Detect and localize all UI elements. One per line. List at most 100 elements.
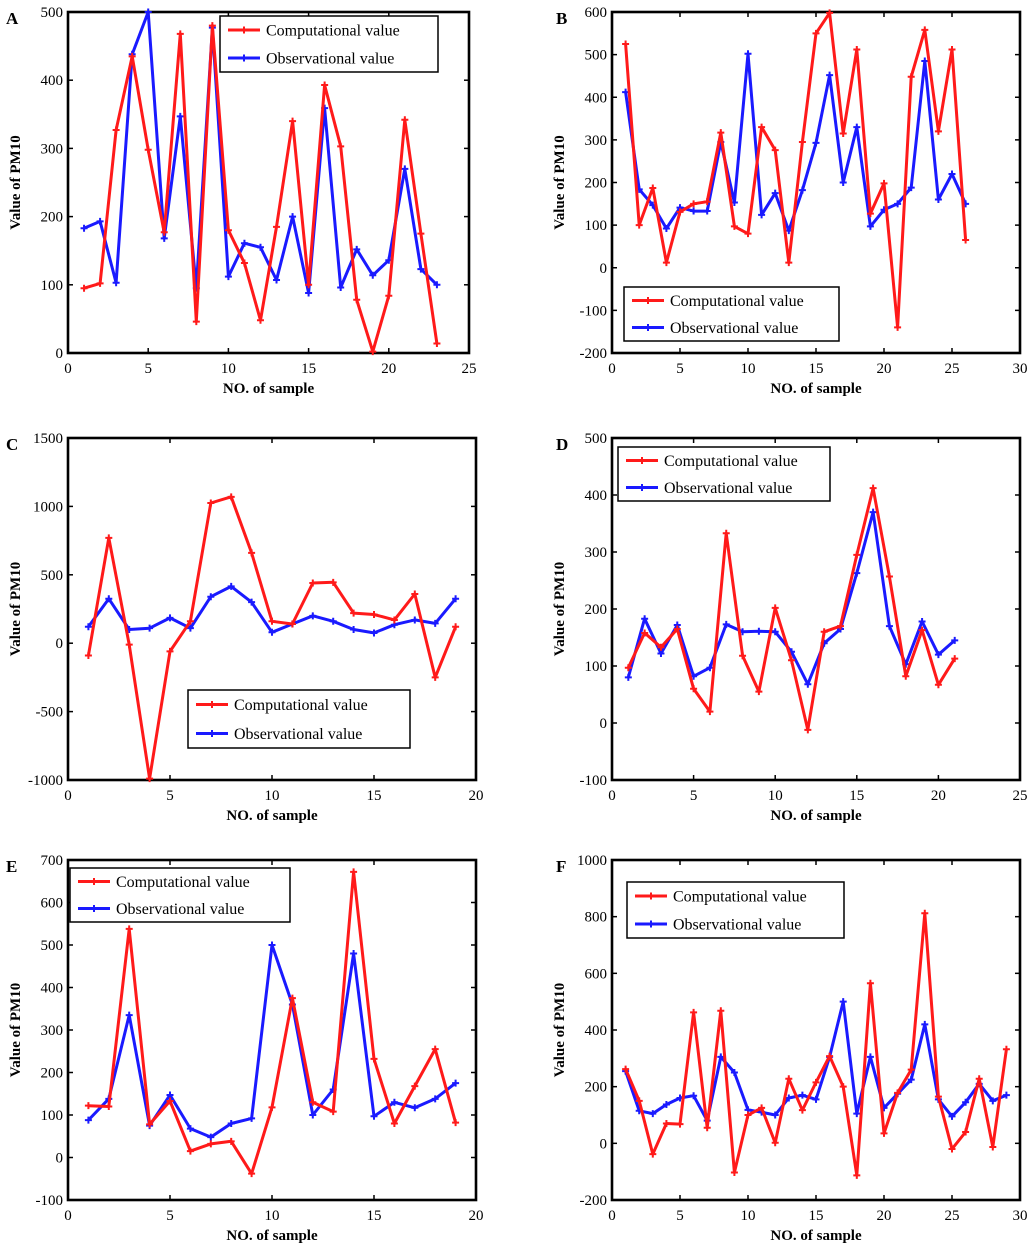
data-point-observational	[390, 1098, 398, 1106]
data-point-computational	[657, 643, 665, 651]
data-point-computational	[635, 221, 643, 229]
x-tick-label: 0	[608, 1208, 616, 1224]
data-point-observational	[798, 1091, 806, 1099]
y-tick-label: 0	[56, 1151, 64, 1167]
legend-label-computational: Computational value	[670, 293, 804, 310]
data-point-computational	[146, 775, 154, 783]
y-tick-label: 100	[41, 278, 64, 294]
data-point-computational	[256, 316, 264, 324]
y-tick-label: 400	[585, 90, 608, 106]
legend-label-computational: Computational value	[266, 23, 400, 40]
data-point-computational	[717, 1007, 725, 1015]
x-tick-label: 25	[1013, 788, 1028, 804]
data-point-computational	[166, 1097, 174, 1105]
data-point-computational	[804, 726, 812, 734]
legend-box	[69, 867, 291, 923]
data-point-computational	[771, 604, 779, 612]
data-point-computational	[921, 909, 929, 917]
data-point-computational	[690, 1008, 698, 1016]
data-point-observational	[921, 1020, 929, 1028]
data-point-computational	[739, 652, 747, 660]
y-axis-label: Value of PM10	[552, 135, 568, 229]
data-point-computational	[869, 484, 877, 492]
legend-marker-computational	[90, 878, 98, 885]
data-point-computational	[208, 22, 216, 30]
panel-letter-e: E	[6, 857, 17, 876]
y-axis-label: Value of PM10	[8, 562, 24, 656]
data-point-computational	[785, 259, 793, 267]
x-tick-label: 5	[676, 1208, 684, 1224]
y-tick-label: 0	[600, 1136, 608, 1152]
data-point-computational	[186, 617, 194, 625]
data-point-computational	[622, 1065, 630, 1073]
data-point-observational	[309, 612, 317, 620]
data-point-computational	[948, 46, 956, 54]
data-point-observational	[948, 1112, 956, 1120]
data-point-observational	[256, 243, 264, 251]
panel-letter-a: A	[6, 9, 19, 28]
chart-panel-a: 0 5 10 15 20 25 0 100 200 300 400 500 NO. of sample V…	[6, 5, 477, 397]
y-tick-label: 1000	[33, 499, 63, 515]
data-point-computational	[144, 146, 152, 154]
x-tick-label: 0	[64, 361, 72, 377]
data-point-computational	[662, 1120, 670, 1127]
data-point-observational	[951, 636, 959, 644]
legend-marker-observational	[90, 905, 98, 912]
y-tick-label: -100	[580, 773, 608, 789]
data-point-computational	[839, 1083, 847, 1091]
data-point-computational	[948, 1145, 956, 1153]
data-point-computational	[722, 529, 730, 537]
data-point-computational	[649, 1150, 657, 1158]
panel-letter-b: B	[556, 9, 567, 28]
x-tick-label: 10	[265, 1208, 280, 1224]
data-point-computational	[390, 616, 398, 624]
data-point-computational	[836, 622, 844, 630]
y-tick-label: 500	[585, 431, 608, 447]
legend-label-computational: Computational value	[673, 889, 807, 906]
data-point-computational	[268, 617, 276, 625]
data-point-computational	[934, 1093, 942, 1101]
x-tick-label: 10	[741, 1208, 756, 1224]
data-point-computational	[649, 184, 657, 192]
data-point-computational	[105, 1103, 113, 1110]
data-point-computational	[1002, 1045, 1010, 1053]
data-point-computational	[676, 1120, 684, 1128]
y-tick-label: 0	[600, 716, 608, 732]
data-point-computational	[703, 1124, 711, 1132]
legend: Computational value Observational value	[626, 881, 845, 939]
x-tick-label: 10	[768, 788, 783, 804]
data-point-computational	[771, 146, 779, 154]
data-point-computational	[309, 579, 317, 587]
data-point-computational	[84, 652, 92, 660]
data-point-observational	[452, 595, 460, 603]
legend-marker-observational	[638, 484, 646, 491]
data-point-observational	[722, 620, 730, 628]
panel-letter-d: D	[556, 435, 568, 454]
data-point-computational	[673, 625, 681, 633]
data-point-computational	[160, 228, 168, 236]
data-point-observational	[948, 170, 956, 178]
legend-label-computational: Computational value	[664, 453, 798, 470]
data-point-computational	[785, 1075, 793, 1083]
data-point-observational	[144, 8, 152, 16]
x-axis-label: NO. of sample	[226, 1228, 318, 1244]
data-point-observational	[662, 225, 670, 233]
x-axis-label: NO. of sample	[770, 381, 862, 397]
y-axis-label: Value of PM10	[552, 562, 568, 656]
y-tick-label: 600	[585, 966, 608, 982]
data-point-observational	[690, 1092, 698, 1100]
data-point-computational	[853, 1171, 861, 1179]
y-tick-label: 200	[41, 210, 64, 226]
data-point-observational	[690, 207, 698, 215]
data-point-observational	[125, 1011, 133, 1019]
y-tick-label: 500	[41, 5, 64, 21]
y-tick-label: 200	[41, 1066, 64, 1082]
y-tick-label: 400	[585, 488, 608, 504]
data-point-computational	[975, 1075, 983, 1083]
chart-panel-b: 0 5 10 15 20 25 30 -200 -100 0 100 200 300 400 500 600 N…	[552, 5, 1028, 397]
data-point-observational	[812, 1095, 820, 1103]
x-axis-label: NO. of sample	[770, 808, 862, 824]
data-point-computational	[962, 236, 970, 244]
data-point-computational	[788, 656, 796, 664]
